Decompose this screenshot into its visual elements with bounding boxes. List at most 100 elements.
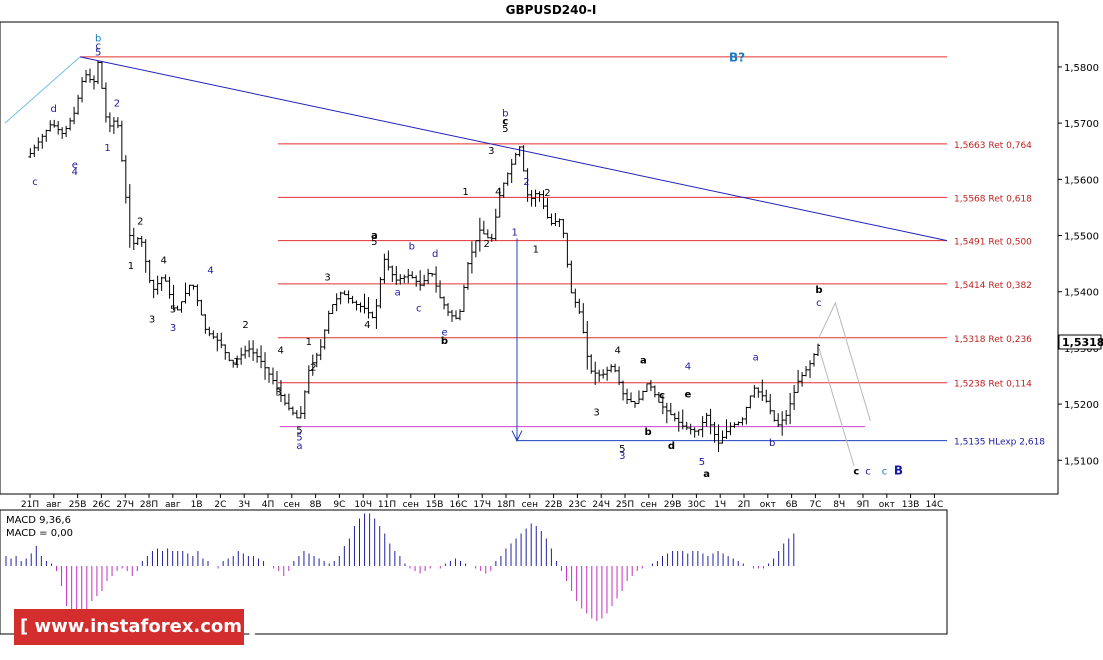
wave-label: 5 [502,124,508,135]
x-tick-label: 18П [497,500,515,510]
y-tick-label: 1,5700 [1064,119,1099,130]
wave-label: a [395,288,401,299]
wave-label: d [51,104,57,115]
wave-label: 2 [523,177,529,188]
instaforex-logo [14,609,244,645]
x-tick-label: 9С [333,500,345,510]
forecast-paths [818,301,871,467]
wave-label: 2 [114,98,120,109]
x-tick-label: 21П [21,500,39,510]
level-label: 1,5663 Ret 0,764 [954,141,1032,151]
wave-label: d [432,249,438,260]
current-price-box [1058,334,1102,350]
wave-label: 4 [495,187,501,198]
wave-label: 4 [685,361,691,372]
x-tick-label: сен [641,500,657,510]
wave-label: 3 [324,272,330,283]
y-tick-label: 1,5800 [1064,63,1099,74]
macd-plot-frame [0,509,948,635]
wave-label: b [441,336,448,347]
wave-label: 4 [161,256,167,267]
level-label: 1,5414 Ret 0,382 [954,281,1032,291]
level-label: 1,5491 Ret 0,500 [954,238,1032,248]
x-tick-label: 14С [926,500,944,510]
forecast-path [818,301,871,422]
x-tick-label: 25В [69,500,87,510]
wave-label: d [668,441,675,452]
trendline-left [4,56,81,124]
x-tick-label: 9П [857,500,870,510]
x-tick-label: 2С [214,500,226,510]
x-tick-label: сен [522,500,538,510]
x-tick-label: авг [46,500,62,510]
wave-label: c [95,41,101,52]
wave-label: b [95,34,101,45]
level-label: 1,5318 Ret 0,236 [954,335,1032,345]
wave-label: 3 [170,323,176,334]
macd-value-label: MACD = 0,00 [6,528,73,539]
wave-label: 1 [128,261,134,272]
x-tick-label: окт [879,500,895,510]
retracement-levels: 1,5663 Ret 0,764 1,5568 Ret 0,618 1,5491 R… [80,56,1045,448]
main-plot-frame [0,21,1059,495]
x-tick-label: 1Ч [714,500,726,510]
wave-label: 4 [207,266,213,277]
wave-label: b [769,438,775,449]
wave-label: 1 [104,143,110,154]
wave-label: a [296,441,302,452]
wave-label: 5 [95,48,101,59]
y-tick-label: 1,5600 [1064,175,1099,186]
wave-label: b [645,427,652,438]
wave-label: e [72,160,78,171]
arrow-head [511,430,523,442]
wave-label: c [659,390,665,401]
wave-label: 1 [462,187,468,198]
wave-label: 3 [488,146,494,157]
x-tick-label: сен [403,500,419,510]
wave-label: a [640,356,647,367]
wave-label: a [753,352,759,363]
wave-label: b [815,285,822,296]
wave-label: 4 [364,320,370,331]
x-tick-label: 15В [426,500,444,510]
x-tick-label: 24Ч [592,500,610,510]
x-tick-label: 23С [569,500,587,510]
wave-label: 2 [310,362,316,373]
y-tick-label: 1,5100 [1064,456,1099,467]
wave-label: 2 [483,239,489,250]
x-tick-label: 13В [902,500,920,510]
x-tick-label: сен [284,500,300,510]
instaforex-logo-text: [ www.instaforex.com ] [20,616,257,637]
wave-label: c [416,303,422,314]
wave-label: c [816,298,822,309]
x-tick-label: 22В [545,500,563,510]
trendline-group [4,56,948,442]
wave-label: 1 [533,244,539,255]
wave-label: 4 [614,346,620,357]
wave-label: 5 [371,237,377,248]
wave-label: 3 [149,315,155,326]
x-tick-label: 30С [688,500,706,510]
x-tick-label: 16С [450,500,468,510]
x-tick-label: 8Ч [833,500,845,510]
x-tick-label: 3Ч [238,500,250,510]
wave-label: 5 [296,433,302,444]
wave-label: 4 [278,346,284,357]
wave-label: c [32,177,38,188]
x-tick-label: окт [760,500,776,510]
trendline [79,56,948,242]
x-tick-label: 2П [738,500,751,510]
x-tick-label: 7С [809,500,821,510]
wave-label: 3 [593,407,599,418]
x-tick-label: авг [165,500,181,510]
y-tick-label: 1,5400 [1064,288,1099,299]
macd-histogram [5,513,795,621]
wave-label: 2 [544,188,550,199]
wave-label: 5 [296,425,302,436]
x-tick-label: 1В [191,500,203,510]
macd-label: MACD 9,36,6 [6,515,71,526]
forecast-path [818,347,855,467]
wave-label: 2 [137,216,143,227]
chart-title: GBPUSD240-I [506,3,597,17]
